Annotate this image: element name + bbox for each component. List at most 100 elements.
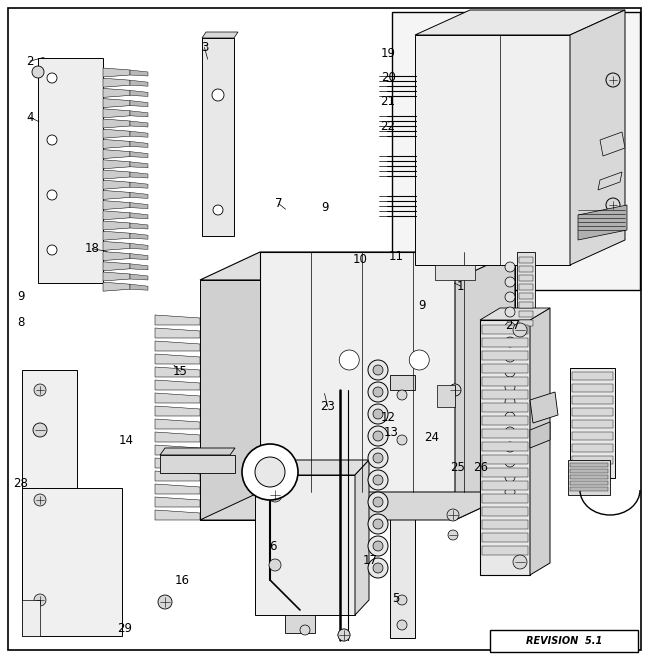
Circle shape	[242, 444, 298, 500]
Bar	[482, 468, 528, 477]
Bar	[519, 293, 533, 299]
Polygon shape	[155, 380, 200, 390]
Bar	[482, 507, 528, 516]
Polygon shape	[130, 253, 148, 260]
Circle shape	[33, 423, 47, 437]
Polygon shape	[103, 221, 130, 230]
Polygon shape	[103, 170, 130, 179]
Text: 20: 20	[381, 71, 395, 84]
Polygon shape	[155, 445, 200, 455]
Bar	[519, 257, 533, 263]
Circle shape	[373, 365, 383, 375]
Text: 23: 23	[321, 400, 335, 413]
Text: 7: 7	[275, 197, 283, 211]
Polygon shape	[130, 223, 148, 229]
Bar	[482, 429, 528, 438]
Polygon shape	[530, 422, 550, 448]
Bar	[482, 494, 528, 503]
Circle shape	[513, 323, 527, 337]
Circle shape	[368, 514, 388, 534]
Circle shape	[47, 245, 57, 255]
Bar	[517, 252, 535, 332]
Circle shape	[606, 73, 620, 87]
Circle shape	[368, 360, 388, 380]
Text: 25: 25	[450, 461, 465, 474]
Polygon shape	[155, 419, 200, 429]
Bar	[572, 372, 613, 380]
Polygon shape	[202, 32, 238, 38]
Bar	[38, 58, 103, 283]
Text: 14: 14	[119, 434, 134, 447]
Polygon shape	[130, 192, 148, 199]
Bar	[570, 463, 608, 467]
Polygon shape	[130, 274, 148, 280]
Bar	[482, 377, 528, 386]
Circle shape	[368, 448, 388, 468]
Circle shape	[34, 384, 46, 396]
Text: 15: 15	[173, 365, 188, 378]
Bar	[572, 444, 613, 452]
Polygon shape	[103, 129, 130, 138]
Circle shape	[373, 453, 383, 463]
Text: 16: 16	[174, 574, 190, 587]
Circle shape	[32, 66, 44, 78]
Circle shape	[505, 487, 515, 497]
Bar	[519, 284, 533, 290]
Circle shape	[505, 292, 515, 302]
Circle shape	[338, 629, 350, 641]
Circle shape	[34, 494, 46, 506]
Text: 9: 9	[321, 201, 328, 214]
Polygon shape	[130, 151, 148, 158]
Text: 11: 11	[388, 250, 404, 263]
Circle shape	[268, 488, 282, 502]
Circle shape	[368, 382, 388, 402]
Circle shape	[338, 629, 350, 641]
Text: 10: 10	[353, 253, 367, 266]
Text: 17: 17	[362, 554, 378, 567]
Text: 9: 9	[17, 290, 25, 303]
Polygon shape	[103, 251, 130, 261]
Bar	[390, 390, 415, 638]
Polygon shape	[570, 10, 625, 265]
Bar	[572, 432, 613, 440]
Circle shape	[606, 198, 620, 212]
Text: 2: 2	[26, 55, 34, 68]
Polygon shape	[155, 367, 200, 377]
Circle shape	[47, 135, 57, 145]
Polygon shape	[285, 615, 315, 633]
Circle shape	[212, 89, 224, 101]
Bar	[437, 385, 455, 407]
Bar	[570, 481, 608, 485]
Bar	[482, 416, 528, 425]
Polygon shape	[130, 80, 148, 86]
Polygon shape	[155, 406, 200, 416]
Polygon shape	[155, 458, 200, 468]
Polygon shape	[455, 252, 515, 520]
Circle shape	[368, 426, 388, 446]
Polygon shape	[130, 101, 148, 107]
Polygon shape	[600, 132, 625, 156]
Bar	[482, 442, 528, 451]
Circle shape	[505, 382, 515, 392]
Text: 6: 6	[269, 540, 276, 553]
Polygon shape	[130, 70, 148, 76]
Polygon shape	[130, 203, 148, 209]
Text: 18: 18	[85, 242, 99, 255]
Circle shape	[373, 409, 383, 419]
Polygon shape	[103, 139, 130, 149]
Circle shape	[505, 322, 515, 332]
Bar	[572, 384, 613, 392]
Circle shape	[368, 558, 388, 578]
Circle shape	[255, 457, 285, 487]
Bar	[160, 455, 235, 473]
Polygon shape	[130, 182, 148, 188]
Text: 9: 9	[418, 299, 426, 313]
Circle shape	[373, 541, 383, 551]
Bar	[490, 630, 638, 652]
Circle shape	[505, 367, 515, 377]
Circle shape	[373, 475, 383, 485]
Polygon shape	[103, 231, 130, 240]
Polygon shape	[130, 131, 148, 138]
Bar	[482, 364, 528, 373]
Circle shape	[505, 442, 515, 452]
